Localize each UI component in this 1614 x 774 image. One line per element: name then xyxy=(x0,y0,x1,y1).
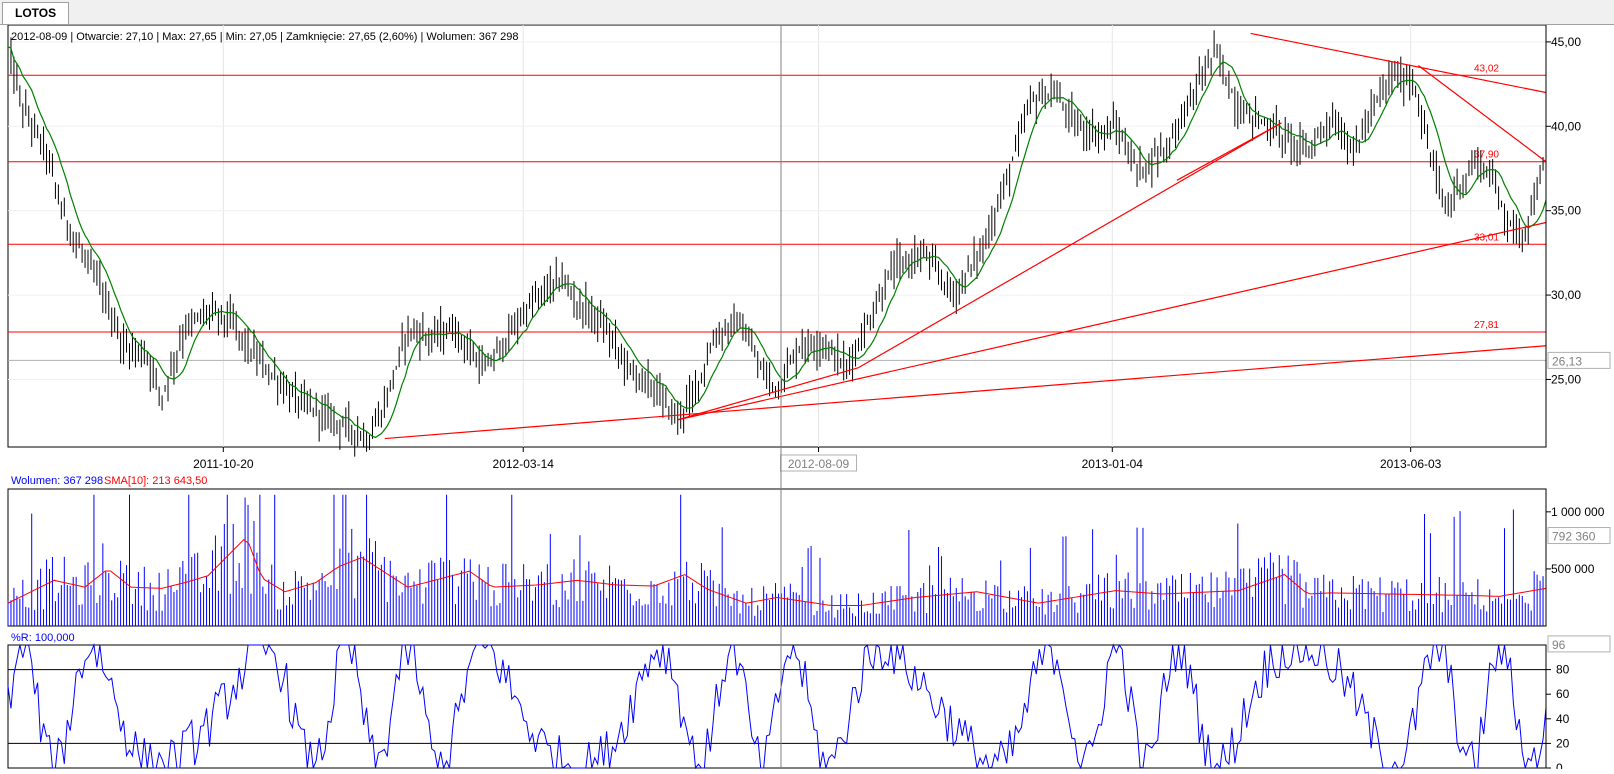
volume-tick-label: 500 000 xyxy=(1551,562,1595,576)
wr-tick-label: 60 xyxy=(1556,687,1570,701)
price-tick-label: 45,00 xyxy=(1551,35,1581,49)
volume-panel[interactable]: 1 000 000 500 000 792 360 Wolumen: 367 298… xyxy=(7,475,1611,627)
wr-last-box xyxy=(1547,635,1611,653)
level-label: 33,01 xyxy=(1474,232,1499,243)
wr-line xyxy=(7,643,1547,770)
price-tick-label: 40,00 xyxy=(1551,119,1581,133)
last-value-box xyxy=(1547,351,1611,369)
wr-reference-lines xyxy=(8,669,1546,744)
date-tick-label: 2012-03-14 xyxy=(493,457,555,471)
volume-y-axis: 1 000 000 500 000 792 360 xyxy=(1545,489,1611,626)
horizontal-levels: 43,02 37,90 33,01 27,81 xyxy=(8,63,1546,333)
trendline xyxy=(676,221,1547,421)
tab-lotos[interactable]: LOTOS xyxy=(2,2,70,24)
date-tick-label: 2013-01-04 xyxy=(1082,457,1144,471)
trendline xyxy=(676,367,859,421)
moving-average xyxy=(7,46,1547,439)
wr-legend: %R: 100,000 xyxy=(11,632,75,644)
cursor-date-label: 2012-08-09 xyxy=(788,457,850,471)
wr-y-axis: 80 60 40 20 0 96 xyxy=(1545,635,1611,774)
wr-tick-label: 80 xyxy=(1556,663,1570,677)
volume-bars xyxy=(7,494,1547,626)
wr-last-label: 96 xyxy=(1552,638,1566,652)
price-tick-label: 35,00 xyxy=(1551,204,1581,218)
price-y-axis: 45,00 40,00 35,00 30,00 25,00 26,13 xyxy=(1545,25,1611,447)
trendlines xyxy=(384,32,1547,440)
price-bars xyxy=(7,30,1547,457)
trendline xyxy=(1176,122,1282,181)
date-tick-label: 2011-10-20 xyxy=(193,457,254,471)
price-tick-label: 30,00 xyxy=(1551,288,1581,302)
wr-tick-label: 20 xyxy=(1556,736,1570,750)
date-axis: 2011-10-20 2012-03-14 2012-08-09 2013-01-04… xyxy=(193,447,1442,472)
trendline xyxy=(1250,32,1547,94)
price-grid xyxy=(8,25,1546,447)
price-tick-label: 25,00 xyxy=(1551,372,1581,386)
last-value-label: 26,13 xyxy=(1552,354,1582,368)
volume-legend-sma: SMA[10]: 213 643,50 xyxy=(104,475,207,487)
williams-r-line xyxy=(7,643,1547,770)
wr-tick-label: 40 xyxy=(1556,712,1570,726)
tab-bar: LOTOS xyxy=(0,0,1614,25)
chart-area[interactable]: 43,02 37,90 33,01 27,81 45,00 40,00 35,00 30,0… xyxy=(0,24,1614,774)
volume-sma xyxy=(7,538,1547,606)
level-label: 37,90 xyxy=(1474,150,1499,161)
info-line: 2012-08-09 | Otwarcie: 27,10 | Max: 27,6… xyxy=(11,31,519,43)
volume-legend-volume: Wolumen: 367 298 xyxy=(11,475,103,487)
date-tick-label: 2013-06-03 xyxy=(1380,457,1442,471)
moving-average-line xyxy=(7,46,1547,439)
volume-last-label: 792 360 xyxy=(1552,530,1596,544)
trendline xyxy=(858,122,1282,369)
williams-r-panel[interactable]: 80 60 40 20 0 96 %R: 100,000 xyxy=(7,632,1611,774)
level-label: 43,02 xyxy=(1474,63,1499,74)
wr-tick-label: 0 xyxy=(1556,761,1563,769)
trendline xyxy=(384,345,1547,440)
volume-sma-line xyxy=(7,538,1547,606)
price-panel[interactable]: 43,02 37,90 33,01 27,81 45,00 40,00 35,00 30,0… xyxy=(7,24,1611,472)
volume-tick-label: 1 000 000 xyxy=(1551,505,1605,519)
level-label: 27,81 xyxy=(1474,320,1499,331)
volume-last-box xyxy=(1547,527,1611,545)
trendline xyxy=(1417,65,1547,163)
